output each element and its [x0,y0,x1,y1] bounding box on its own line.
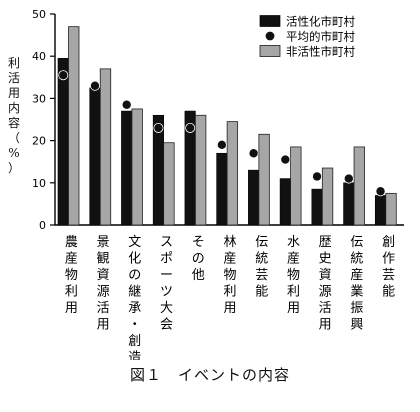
x-tick-label: 林産物利用 [223,235,236,316]
marker-average-9 [343,173,354,184]
marker-average-7 [280,154,291,165]
y-tick-label: 30 [32,92,46,105]
y-axis-label-char: 内 [7,101,20,115]
y-tick-label: 10 [32,177,46,190]
y-tick-label: 50 [32,8,46,21]
bar-inactive-1 [99,68,112,226]
bar-active-2 [121,110,133,226]
bar-active-10 [374,195,387,226]
bar-active-8 [311,188,323,226]
bar-inactive-10 [385,192,397,226]
y-axis-label-char: 利 [7,56,20,70]
marker-average-8 [312,171,323,182]
marker-average-3 [153,122,164,133]
figure-caption: 図１ イベントの内容 [129,366,290,384]
bar-inactive-7 [290,146,302,226]
legend-swatch-average [265,31,275,41]
marker-average-5 [216,139,227,150]
y-axis-label-char: 容 [7,116,20,130]
legend-label-1: 平均的市町村 [286,30,355,44]
bar-inactive-5 [226,121,239,226]
x-tick-label: 伝統産業振興 [350,235,363,333]
legend-swatch-inactive [259,45,281,57]
bar-active-7 [279,178,291,226]
x-tick-label: 景観資源活用 [97,235,110,333]
x-tick-label: その他 [192,235,205,283]
bar-inactive-2 [131,108,143,226]
x-tick-label: 創作芸能 [382,235,395,300]
x-tick-label: 農産物利用 [65,235,78,316]
bar-inactive-8 [321,167,334,226]
marker-average-4 [185,122,196,133]
bar-active-9 [343,182,355,226]
bar-active-1 [89,87,101,226]
y-axis-label-char: 用 [7,86,20,100]
legend-swatch-active [259,15,281,27]
y-axis-label-char: （ [7,131,20,145]
y-tick-label: 20 [32,135,46,148]
y-axis-label: 利活用内容（%） [6,56,22,176]
bar-active-0 [57,58,69,226]
marker-average-0 [58,70,69,81]
y-axis-label-char: % [8,146,20,160]
bar-inactive-0 [68,26,80,226]
marker-average-10 [375,186,386,197]
marker-average-1 [89,80,100,91]
legend-label-0: 活性化市町村 [286,15,355,29]
marker-average-2 [121,99,132,110]
bar-active-5 [216,152,228,226]
x-tick-label: 文化の継承・創造 [128,235,141,360]
x-tick-label: 伝統芸能 [255,235,268,300]
bar-inactive-4 [195,114,207,226]
bar-active-6 [248,169,260,226]
bar-inactive-3 [163,142,175,226]
marker-average-6 [248,148,259,159]
y-axis-label-char: ） [7,161,20,175]
x-tick-label: 水産物利用 [287,235,300,316]
y-axis-label-char: 活 [7,71,20,85]
bar-inactive-6 [258,133,270,226]
legend-label-2: 非活性市町村 [286,45,355,59]
x-tick-label: 歴史資源活用 [319,235,332,333]
x-tick-label: スポーツ大会 [160,235,173,333]
y-tick-label: 40 [32,50,46,63]
bar-inactive-9 [353,146,365,226]
y-tick-label: 0 [39,219,46,232]
bar-chart: 0 10 20 30 40 50 農産物利用 景観資源活用 文化の継承・創造 スポーツ大会 その他 林… [32,8,404,360]
